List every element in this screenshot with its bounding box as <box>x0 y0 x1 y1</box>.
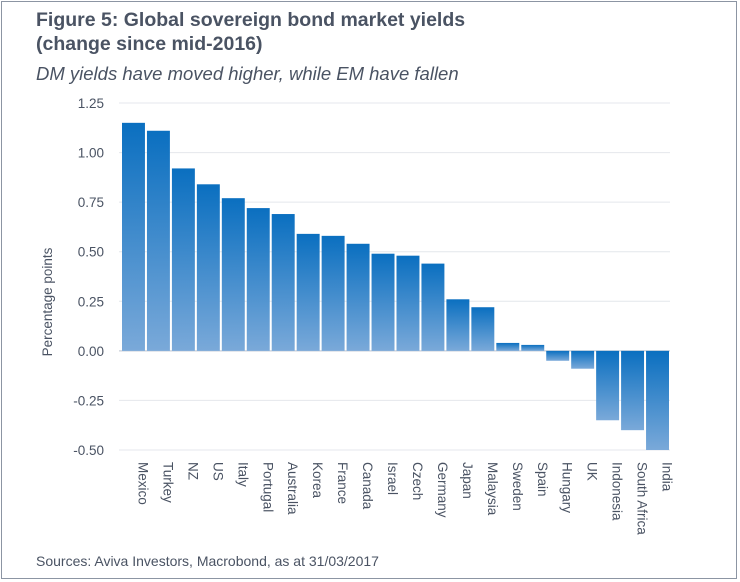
bar-us <box>196 184 220 351</box>
bar-mexico <box>122 122 145 351</box>
x-category-label: Korea <box>310 462 325 499</box>
bar-south-africa <box>621 350 645 431</box>
source-note: Sources: Aviva Investors, Macrobond, as … <box>36 553 379 569</box>
figure-title-line1: Figure 5: Global sovereign bond market y… <box>36 9 466 31</box>
x-category-label: Australia <box>285 462 300 515</box>
y-tick-label: 0.75 <box>78 195 104 210</box>
x-category-label: India <box>660 462 675 492</box>
x-category-label: Portugal <box>260 462 275 512</box>
x-category-label: Sweden <box>510 462 525 511</box>
bar-uk <box>571 350 595 369</box>
bar-germany <box>421 263 445 351</box>
bar-australia <box>271 214 295 351</box>
y-tick-label: -0.50 <box>73 443 104 458</box>
bar-france <box>321 235 345 351</box>
bar-portugal <box>246 208 270 351</box>
figure-title: Figure 5: Global sovereign bond market y… <box>36 8 465 56</box>
y-tick-label: 0.50 <box>78 245 104 260</box>
bar-spain <box>521 344 545 351</box>
bar-nz <box>171 168 195 351</box>
x-category-label: US <box>210 462 225 481</box>
x-category-label: South Africa <box>635 462 650 535</box>
y-tick-label: -0.25 <box>73 393 104 408</box>
figure-title-line2: (change since mid-2016) <box>36 33 263 55</box>
x-category-label: Canada <box>360 462 375 510</box>
bar-hungary <box>546 350 570 361</box>
x-category-label: Indonesia <box>610 462 625 521</box>
x-category-label: Spain <box>535 462 550 497</box>
figure-subtitle: DM yields have moved higher, while EM ha… <box>36 63 459 84</box>
bar-sweden <box>496 342 520 351</box>
y-axis-title: Percentage points <box>40 247 55 356</box>
x-category-label: Czech <box>410 462 425 500</box>
y-tick-label: 0.00 <box>78 344 104 359</box>
x-category-label: Germany <box>435 462 450 518</box>
bar-korea <box>296 233 320 351</box>
bar-italy <box>221 198 245 351</box>
x-category-label: Japan <box>460 462 475 499</box>
x-category-label: Hungary <box>560 462 575 513</box>
bars <box>122 122 669 450</box>
y-tick-label: 0.25 <box>78 294 104 309</box>
bar-canada <box>346 243 370 351</box>
bar-japan <box>446 299 470 351</box>
x-category-label: Malaysia <box>485 462 500 516</box>
y-tick-label: 1.00 <box>78 146 104 161</box>
x-axis-category-labels: Mexico Turkey NZ US Italy Portugal Australia Ko… <box>135 462 674 535</box>
bar-india <box>646 350 669 450</box>
x-category-label: France <box>335 462 350 504</box>
bar-czech <box>396 255 420 351</box>
x-category-label: Turkey <box>160 462 175 503</box>
x-category-label: UK <box>585 462 600 481</box>
y-axis-tick-labels: 1.25 1.00 0.75 0.50 0.25 0.00 -0.25 -0.50 <box>73 96 104 458</box>
x-category-label: Mexico <box>135 462 150 505</box>
bar-israel <box>371 253 395 351</box>
bar-turkey <box>146 130 170 351</box>
x-category-label: Italy <box>235 462 250 487</box>
x-category-label: Israel <box>385 462 400 495</box>
bar-indonesia <box>596 350 620 421</box>
bar-malaysia <box>471 307 495 351</box>
x-category-label: NZ <box>185 462 200 480</box>
y-tick-label: 1.25 <box>78 96 104 111</box>
